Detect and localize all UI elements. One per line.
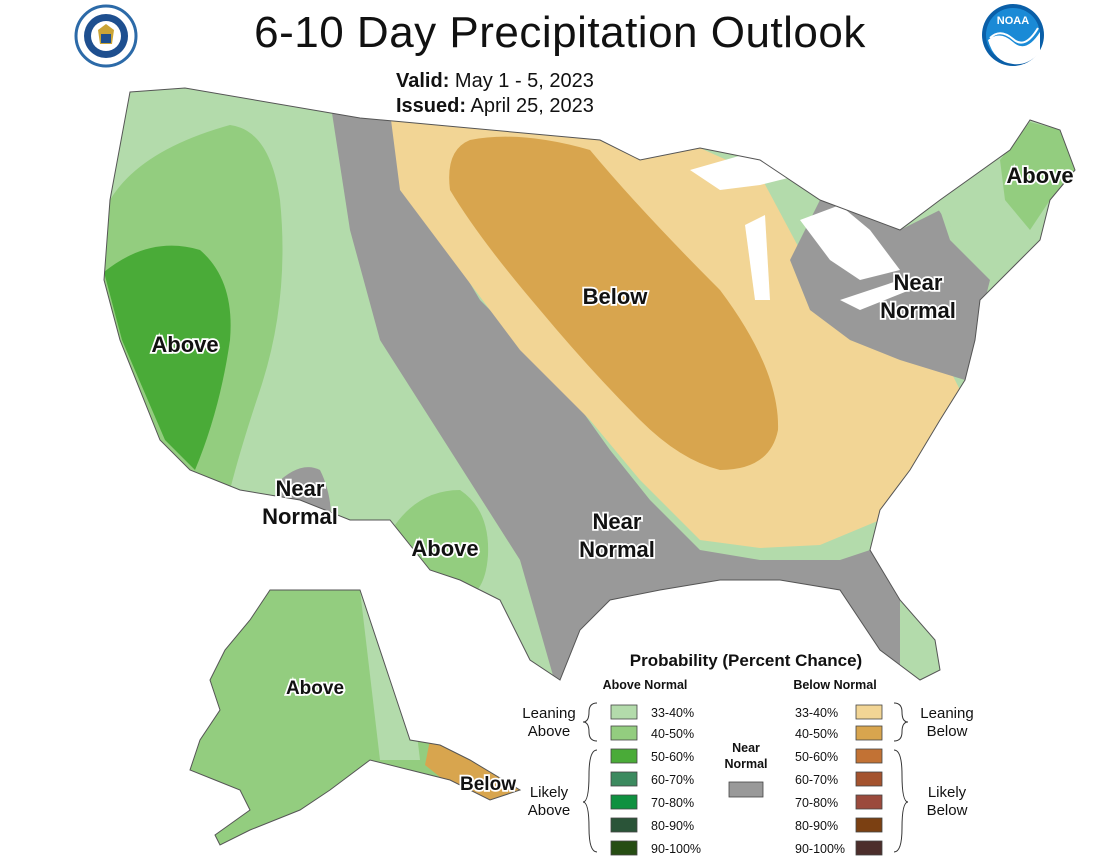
alaska-above — [190, 590, 520, 845]
brace-likely-below — [893, 749, 909, 853]
legend-above-swatch-1 — [610, 725, 638, 741]
label-northeast-near-1: Near — [894, 270, 943, 295]
label-gulf-near-1: Near — [593, 509, 642, 534]
legend-below-swatch-5 — [855, 817, 883, 833]
lake-michigan — [745, 215, 770, 300]
legend-below-label-0: 33-40% — [795, 706, 838, 720]
legend-near-2: Normal — [724, 757, 767, 771]
legend-below-swatch-2 — [855, 748, 883, 764]
legend-below-label-3: 60-70% — [795, 773, 838, 787]
legend-above-label-0: 33-40% — [651, 706, 694, 720]
lake-huron — [800, 205, 900, 280]
legend-above-label-2: 50-60% — [651, 750, 694, 764]
legend: Probability (Percent Chance) Above Norma… — [522, 651, 973, 856]
page-title: 6-10 Day Precipitation Outlook — [254, 8, 866, 57]
legend-above-header: Above Normal — [603, 678, 688, 692]
label-alaska-above: Above — [286, 678, 344, 699]
brace-leaning-below — [893, 702, 909, 742]
legend-below-swatch-3 — [855, 771, 883, 787]
label-southwest-near-2: Normal — [262, 504, 338, 529]
legend-likely-below-2: Below — [927, 802, 968, 819]
issued-date: Issued: April 25, 2023 — [396, 95, 594, 118]
legend-leaning-above-1: Leaning — [522, 705, 575, 722]
legend-below-swatch-6 — [855, 840, 883, 856]
legend-above-label-4: 70-80% — [651, 796, 694, 810]
above-50-60-west — [104, 245, 231, 470]
legend-below-label-5: 80-90% — [795, 819, 838, 833]
label-central-below: Below — [583, 284, 649, 309]
legend-below-label-1: 40-50% — [795, 727, 838, 741]
legend-below-header: Below Normal — [793, 678, 876, 692]
legend-below-label-4: 70-80% — [795, 796, 838, 810]
label-northeast-near-2: Normal — [880, 298, 956, 323]
above-40-50-texas — [395, 490, 489, 600]
label-texas-above: Above — [411, 536, 478, 561]
legend-above-swatch-3 — [610, 771, 638, 787]
legend-likely-above-1: Likely — [530, 784, 569, 801]
below-40-50-region — [449, 136, 779, 470]
label-northeast-above: Above — [1006, 163, 1073, 188]
legend-above-swatch-5 — [610, 817, 638, 833]
legend-below-swatch-0 — [855, 704, 883, 720]
legend-above-swatch-2 — [610, 748, 638, 764]
legend-leaning-above-2: Above — [528, 723, 571, 740]
legend-near-normal-swatch — [728, 781, 764, 798]
legend-above-swatch-6 — [610, 840, 638, 856]
legend-near-1: Near — [732, 741, 760, 755]
alaska-below-southeast — [425, 740, 520, 805]
legend-above-swatch-4 — [610, 794, 638, 810]
label-west-above: Above — [151, 332, 218, 357]
legend-below-swatch-4 — [855, 794, 883, 810]
legend-likely-below-1: Likely — [928, 784, 967, 801]
conus-outline — [103, 87, 1076, 681]
legend-likely-above-2: Above — [528, 802, 571, 819]
noaa-logo-text: NOAA — [997, 15, 1029, 27]
label-southwest-near-1: Near — [276, 476, 325, 501]
legend-above-label-5: 80-90% — [651, 819, 694, 833]
legend-below-bins: 33-40% 40-50% 50-60% 60-70% 70-80% 80-90% 90-1… — [795, 704, 883, 856]
noaa-logo: NOAA — [982, 4, 1044, 66]
conus-regions — [104, 88, 1075, 680]
doc-seal-logo — [74, 4, 138, 68]
issued-value: April 25, 2023 — [470, 95, 594, 117]
legend-leaning-below-1: Leaning — [920, 705, 973, 722]
legend-above-swatch-0 — [610, 704, 638, 720]
legend-leaning-below-2: Below — [927, 723, 968, 740]
legend-title: Probability (Percent Chance) — [630, 651, 862, 670]
valid-date: Valid: May 1 - 5, 2023 — [396, 70, 594, 93]
legend-above-label-1: 40-50% — [651, 727, 694, 741]
legend-below-label-6: 90-100% — [795, 842, 845, 856]
alaska-outline — [189, 589, 522, 846]
legend-above-bins: 33-40% 40-50% 50-60% 60-70% 70-80% 80-90% 90-1… — [610, 704, 701, 856]
valid-value: May 1 - 5, 2023 — [454, 70, 594, 92]
brace-leaning-above — [582, 702, 598, 742]
legend-below-label-2: 50-60% — [795, 750, 838, 764]
alaska-regions — [190, 590, 520, 845]
legend-above-label-3: 60-70% — [651, 773, 694, 787]
valid-label: Valid: — [396, 70, 450, 92]
label-gulf-near-2: Normal — [579, 537, 655, 562]
brace-likely-above — [582, 749, 598, 853]
legend-below-swatch-1 — [855, 725, 883, 741]
label-alaska-below: Below — [460, 774, 516, 795]
above-40-50-maine — [1000, 122, 1075, 230]
lake-erie — [840, 280, 910, 310]
issued-label: Issued: — [396, 95, 467, 117]
legend-above-label-6: 90-100% — [651, 842, 701, 856]
